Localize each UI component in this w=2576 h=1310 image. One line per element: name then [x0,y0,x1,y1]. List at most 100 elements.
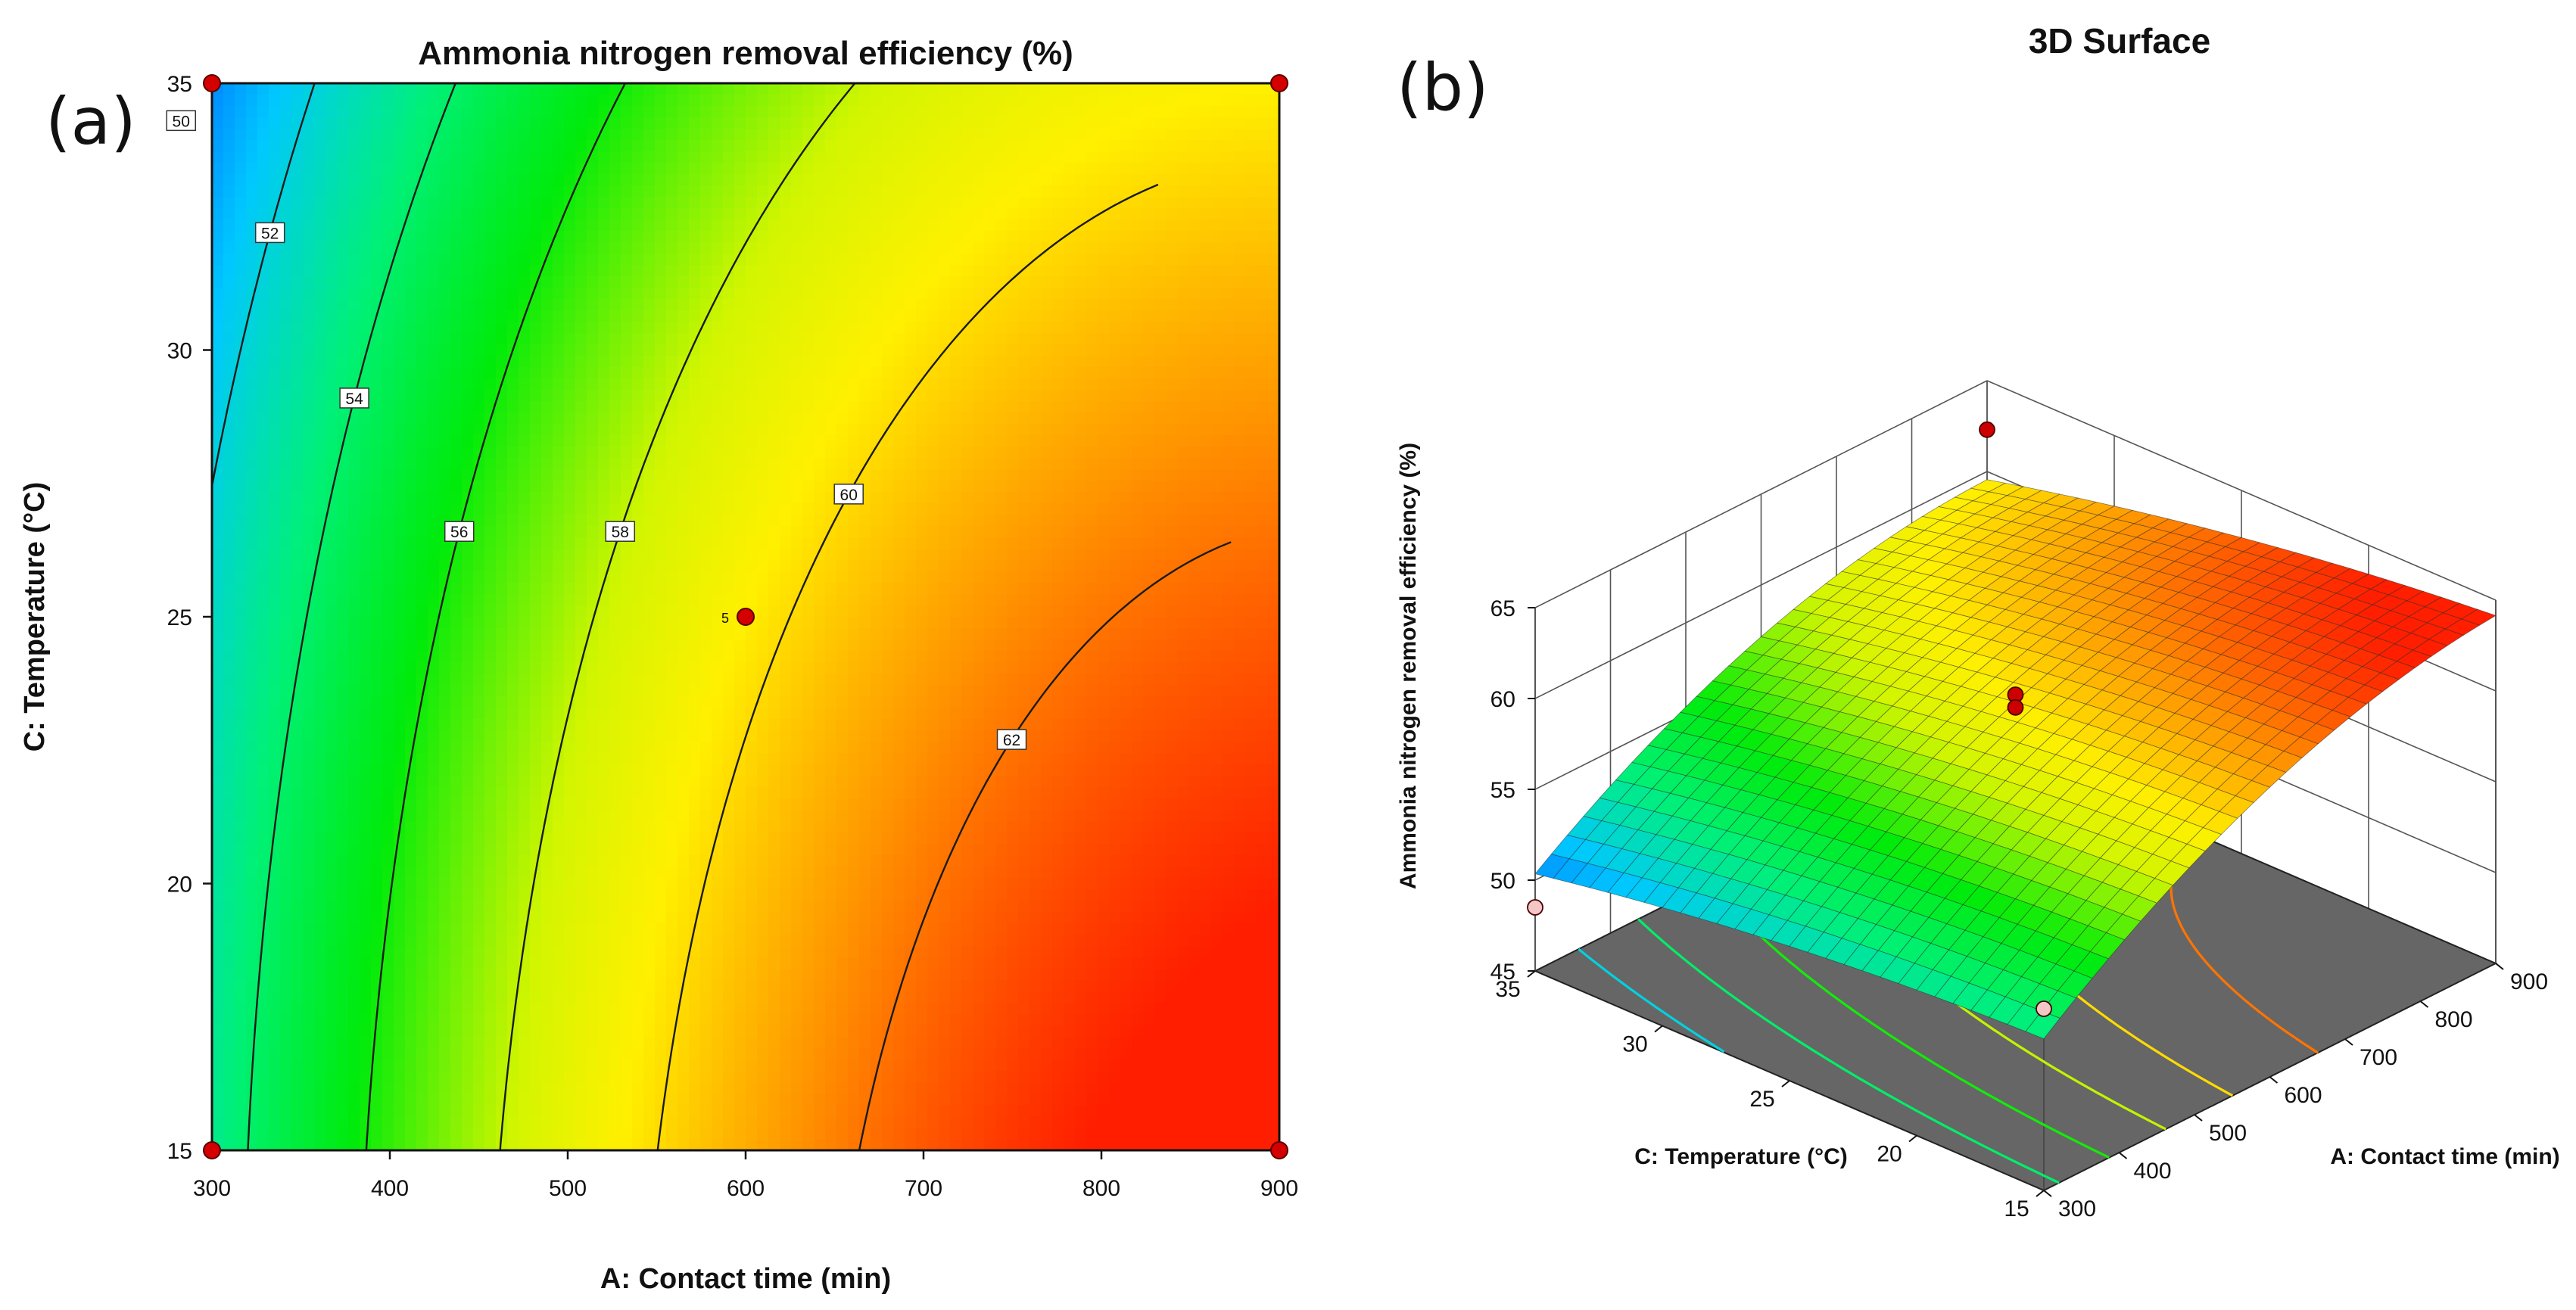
heat-cell [223,1105,235,1117]
heat-cell [655,378,667,391]
heat-cell [553,537,565,549]
heat-cell [303,515,315,527]
heat-cell [314,129,326,141]
heat-cell [235,560,247,572]
heat-cell [235,1082,247,1094]
heat-cell [348,776,360,788]
heat-cell [394,174,406,186]
heat-cell [303,129,315,141]
heat-cell [677,276,690,288]
heat-cell [814,185,826,198]
heat-cell [768,151,780,163]
heat-cell [360,946,372,958]
heat-cell [791,708,803,720]
heat-cell [371,515,383,527]
heat-cell [723,299,735,311]
heat-cell [689,798,701,811]
heat-cell [462,617,474,629]
heat-cell [621,129,633,141]
heat-cell [405,583,417,595]
heat-cell [621,639,633,652]
heat-cell [291,435,304,447]
heat-cell [768,560,780,572]
heat-cell [621,980,633,992]
heat-cell [337,185,349,198]
heat-cell [326,106,338,118]
heat-cell [405,923,417,935]
heat-cell [655,991,667,1004]
heat-cell [246,935,258,947]
heat-cell [712,265,724,277]
heat-cell [677,821,690,833]
heat-cell [360,83,372,95]
heat-cell [723,208,735,220]
heat-cell [484,628,497,640]
heat-cell [677,83,690,95]
heat-cell [439,412,451,425]
heat-cell [416,367,428,379]
heat-cell [269,447,281,459]
heat-cell [564,129,576,141]
heat-cell [746,878,758,890]
heat-cell [462,401,474,413]
heat-cell [303,969,315,981]
heat-cell [405,946,417,958]
heat-cell [360,174,372,186]
heat-cell [235,935,247,947]
heat-cell [746,288,758,300]
heat-cell [473,254,485,266]
heat-cell [473,798,485,811]
heat-cell [326,322,338,334]
heat-cell [575,412,587,425]
heat-cell [655,867,667,879]
heat-cell [507,798,519,811]
heat-cell [553,878,565,890]
heat-cell [291,322,304,334]
heat-cell [632,299,644,311]
heat-cell [530,674,542,686]
heat-cell [246,901,258,913]
heat-cell [382,95,394,107]
heat-cell [235,832,247,845]
heat-cell [428,821,440,833]
heat-cell [553,867,565,879]
heat-cell [564,1060,576,1072]
heat-cell [246,708,258,720]
heat-cell [780,980,792,992]
heat-cell [746,140,758,152]
heat-cell [734,412,746,425]
heat-cell [643,254,656,266]
heat-cell [382,832,394,845]
heat-cell [677,742,690,754]
heat-cell [450,1037,463,1049]
heat-cell [575,265,587,277]
heat-cell [462,163,474,175]
heat-cell [212,299,224,311]
heat-cell [326,1139,338,1150]
heat-cell [428,935,440,947]
heat-cell [462,106,474,118]
heat-cell [768,1116,780,1128]
heat-cell [280,798,292,811]
heat-cell [519,821,531,833]
heat-cell [439,878,451,890]
heat-cell [507,526,519,538]
heat-cell [428,1025,440,1038]
heat-cell [587,481,599,493]
heat-cell [337,333,349,345]
heat-cell [428,95,440,107]
heat-cell [360,265,372,277]
heat-cell [371,174,383,186]
heat-cell [303,401,315,413]
heat-cell [609,276,621,288]
heat-cell [734,628,746,640]
heat-cell [541,469,553,481]
heat-cell [768,583,780,595]
heat-cell [780,855,792,867]
heat-cell [439,390,451,402]
heat-cell [223,549,235,561]
heat-cell [700,435,712,447]
heat-cell [768,435,780,447]
heat-cell [212,935,224,947]
heat-cell [530,901,542,913]
